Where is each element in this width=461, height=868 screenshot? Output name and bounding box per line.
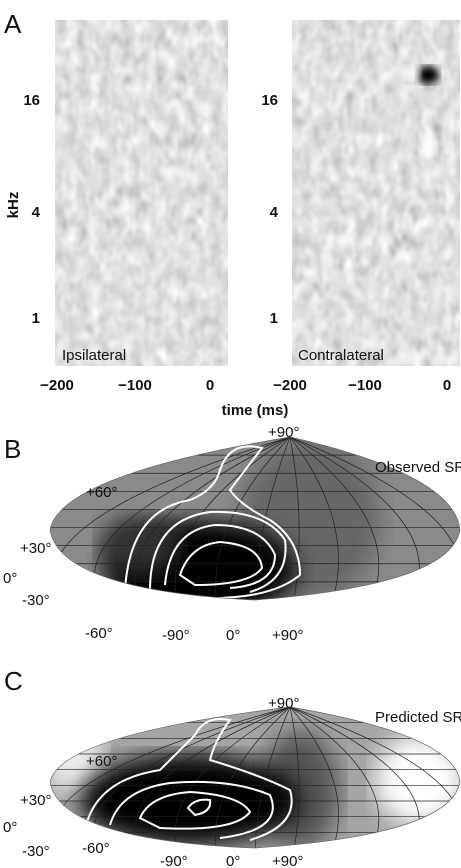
elevation-label: +90° [268, 424, 299, 441]
y-tick-label: 16 [23, 92, 40, 109]
meridian [289, 437, 339, 600]
elevation-label: 0° [3, 819, 17, 836]
x-tick-label: 0 [206, 377, 214, 394]
elevation-label: -30° [22, 592, 50, 609]
elevation-label: 0° [3, 570, 17, 587]
map-title: Predicted SRF [375, 709, 461, 726]
azimuth-label: 0° [226, 853, 240, 868]
panel-label: B [4, 434, 21, 464]
x-tick-label: −200 [40, 377, 74, 394]
x-tick-label: −100 [348, 377, 382, 394]
meridian [174, 437, 291, 600]
y-tick-label: 4 [32, 204, 41, 221]
x-axis-label: time (ms) [222, 402, 289, 419]
x-tick-label: 0 [443, 377, 451, 394]
elevation-label: +60° [86, 753, 117, 770]
meridian [174, 707, 291, 848]
panel-name: Ipsilateral [62, 347, 126, 364]
panel-label: C [4, 666, 23, 696]
elevation-label: +60° [86, 484, 117, 501]
y-tick-label: 1 [270, 310, 278, 327]
azimuth-label: -90° [162, 627, 190, 644]
meridian [289, 437, 300, 600]
elevation-label: -60° [85, 625, 113, 642]
elevation-label: +90° [268, 695, 299, 712]
azimuth-label: +90° [272, 627, 303, 644]
elevation-label: -60° [82, 840, 110, 857]
spectrogram-ipsi [55, 20, 228, 366]
azimuth-label: 0° [226, 627, 240, 644]
x-tick-label: −200 [273, 377, 307, 394]
hotspot [417, 66, 439, 84]
hotspot [396, 66, 420, 80]
x-tick-label: −100 [118, 377, 152, 394]
map-title: Observed SRF [375, 459, 461, 476]
elevation-label: +30° [20, 792, 51, 809]
srf-map [50, 707, 460, 848]
y-tick-label: 16 [261, 92, 278, 109]
elevation-label: +30° [20, 540, 51, 557]
azimuth-label: +90° [272, 853, 303, 868]
meridian [289, 707, 300, 848]
azimuth-label: -90° [160, 853, 188, 868]
y-tick-label: 4 [270, 204, 279, 221]
y-axis-label: kHz [5, 192, 22, 219]
y-tick-label: 1 [32, 310, 40, 327]
panel-name: Contralateral [298, 347, 384, 364]
elevation-label: -30° [22, 843, 50, 860]
panel-label: A [4, 9, 22, 39]
hotspot [420, 134, 436, 162]
meridian [215, 707, 291, 848]
meridian [254, 707, 291, 848]
